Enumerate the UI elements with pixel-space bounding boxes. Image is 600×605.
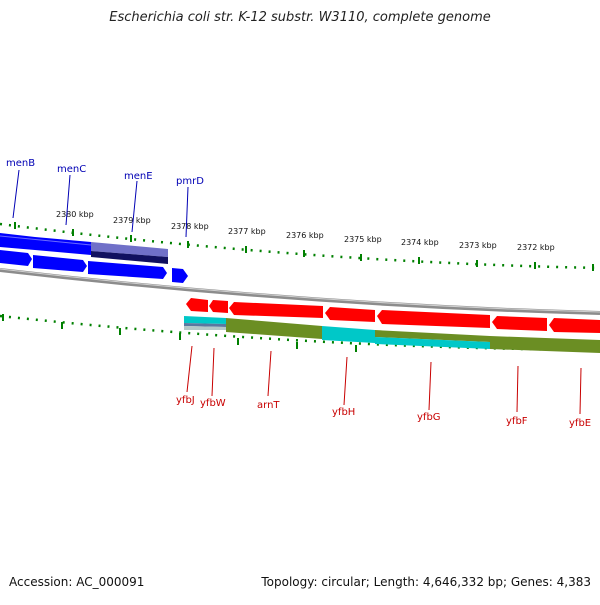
rna-feature [184, 316, 226, 324]
rna-feature [322, 326, 375, 343]
gene-label-yfbH: yfbH [332, 407, 355, 418]
gene-arnT-arrow [229, 302, 323, 318]
gene-yfbJ-arrow [186, 298, 208, 312]
leader-line [343, 356, 348, 406]
gene-menE-cds [91, 251, 168, 264]
leader-line [131, 180, 138, 233]
rna-feature [184, 323, 226, 327]
gene-yfbH-arrow [325, 307, 375, 322]
leader-line [185, 186, 189, 238]
gene-menC-bar [35, 237, 91, 255]
gene-pmrD-arrow [172, 268, 188, 283]
tick-labels: 2380 kbp 2379 kbp 2378 kbp 2377 kbp 2376… [56, 210, 555, 252]
leader-line [516, 365, 519, 413]
leader-line [65, 174, 71, 226]
reverse-gene-labels: yfbJ yfbW arnT yfbH yfbG yfbF yfbE [176, 395, 591, 429]
gene-label-yfbF: yfbF [506, 416, 528, 427]
forward-genes-row1 [0, 233, 168, 264]
leader-line [186, 345, 193, 393]
genome-backbone [0, 268, 600, 315]
gene-label-menC: menC [57, 164, 86, 175]
accession-label: Accession: AC_000091 [9, 575, 145, 589]
genome-summary: Topology: circular; Length: 4,646,332 bp… [261, 575, 591, 589]
tick-label: 2375 kbp [344, 235, 382, 244]
forward-gene-leaders [12, 169, 189, 238]
gene-label-yfbE: yfbE [569, 418, 591, 429]
reverse-genes [186, 298, 600, 333]
forward-gene-labels: menB menC menE pmrD [6, 158, 204, 187]
gene-label-yfbW: yfbW [200, 398, 226, 409]
gene-arrow-forward [0, 250, 32, 266]
leader-line [267, 350, 272, 397]
leader-line [579, 367, 582, 415]
tick-label: 2378 kbp [171, 222, 209, 231]
gene-yfbF-arrow [492, 316, 547, 331]
cds-feature [375, 330, 490, 342]
gene-yfbG-arrow [377, 310, 490, 328]
gene-label-menE: menE [124, 171, 153, 182]
cds-feature [490, 336, 600, 353]
tick-label: 2380 kbp [56, 210, 94, 219]
gene-yfbE-arrow [549, 318, 600, 333]
gene-label-pmrD: pmrD [176, 176, 204, 187]
gene-menB-bar [0, 233, 35, 250]
tick-label: 2372 kbp [517, 243, 555, 252]
leader-line [211, 347, 215, 397]
tick-label: 2373 kbp [459, 241, 497, 250]
cds-feature [226, 318, 322, 339]
rna-feature [184, 326, 226, 330]
gene-arrow-forward [33, 255, 87, 272]
tick-label: 2376 kbp [286, 231, 324, 240]
tick-label: 2377 kbp [228, 227, 266, 236]
gene-label-menB: menB [6, 158, 35, 169]
map-title: Escherichia coli str. K-12 substr. W3110… [109, 10, 491, 25]
gene-menE-bar [91, 242, 168, 257]
major-ticks [2, 222, 594, 352]
gene-label-yfbJ: yfbJ [176, 395, 195, 406]
gene-label-yfbG: yfbG [417, 412, 441, 423]
leader-line [12, 169, 20, 219]
gene-label-arnT: arnT [257, 400, 280, 411]
forward-genes-row2 [0, 250, 188, 283]
reverse-gene-leaders [186, 345, 582, 415]
gene-highlight [0, 235, 92, 246]
gene-yfbW-arrow [209, 300, 228, 313]
annotation-band [184, 316, 600, 353]
rna-feature [375, 337, 490, 349]
tick-label: 2374 kbp [401, 238, 439, 247]
genome-backbone-highlight [0, 268, 600, 313]
gene-arrow-forward [88, 261, 167, 279]
tick-label: 2379 kbp [113, 216, 151, 225]
leader-line [428, 361, 432, 411]
